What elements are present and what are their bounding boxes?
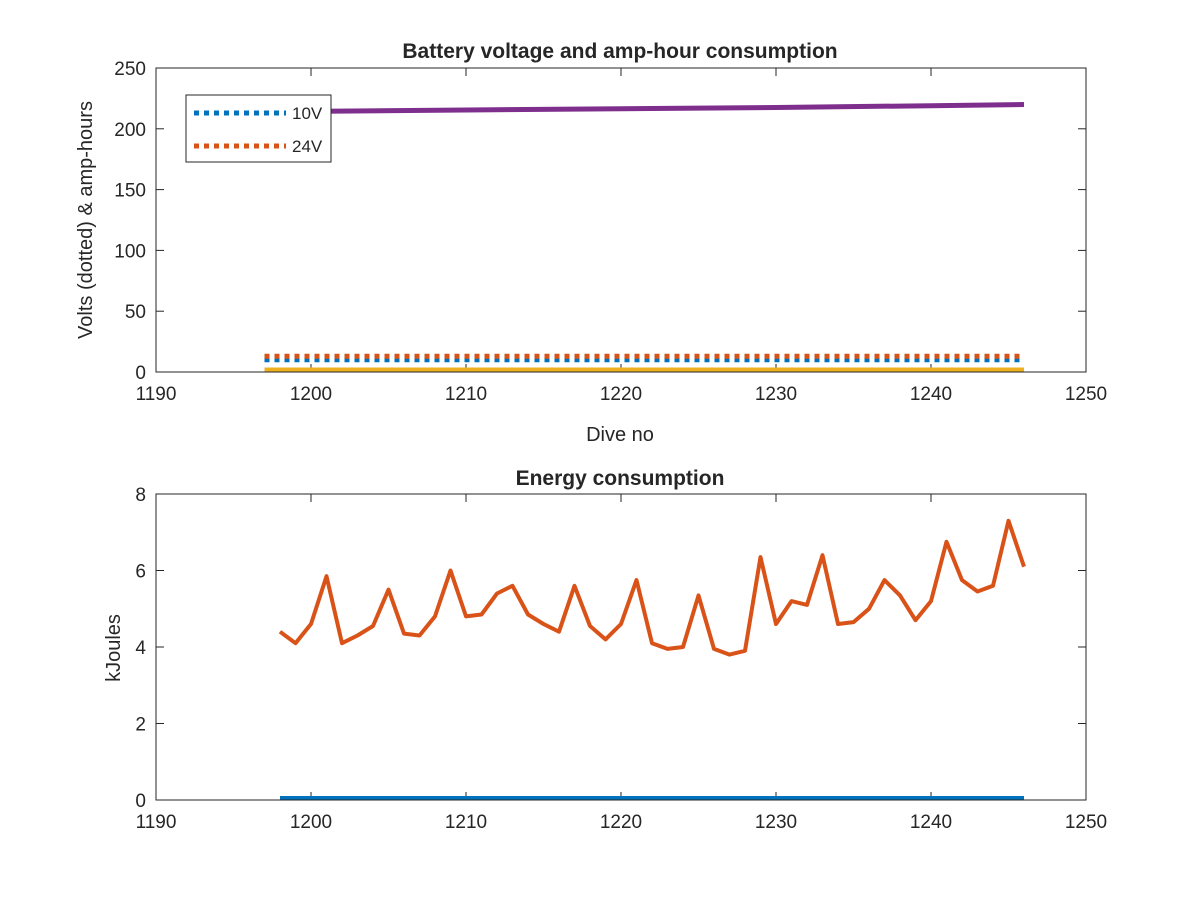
energy-axes-box	[155, 493, 1087, 801]
energy-x-tick-label: 1210	[445, 812, 487, 833]
battery-y-tick-label: 100	[114, 241, 146, 262]
battery-legend: 10V 24V	[185, 94, 332, 163]
energy-x-tick-label: 1200	[290, 812, 332, 833]
battery-y-axis-label: Volts (dotted) & amp-hours	[75, 101, 97, 339]
battery-x-tick-label: 1250	[1065, 384, 1107, 405]
battery-x-tick-label: 1220	[600, 384, 642, 405]
battery-x-tick-label: 1240	[910, 384, 952, 405]
battery-y-tick-label: 200	[114, 120, 146, 141]
battery-series-lines	[264, 102, 1025, 373]
legend-label-10v: 10V	[292, 104, 323, 123]
energy-y-tick-label: 6	[135, 562, 146, 583]
battery-series-line-3	[264, 102, 1025, 115]
energy-y-tick-label: 0	[135, 791, 146, 812]
battery-axes-box	[155, 67, 1087, 373]
energy-subplot: Energy consumption kJoules 1190 1200 1210 1…	[103, 467, 1107, 833]
energy-series-line-1	[278, 518, 1026, 657]
battery-chart-title: Battery voltage and amp-hour consumption	[402, 40, 837, 63]
energy-x-tick-label: 1250	[1065, 812, 1107, 833]
energy-y-axis-label: kJoules	[103, 614, 125, 682]
battery-subplot: Battery voltage and amp-hour consumption…	[75, 40, 1107, 446]
energy-x-tick-label: 1220	[600, 812, 642, 833]
battery-axis-ticks: 1190 1200 1210 1220 1230 1240 1250 0 50 100 150 200…	[114, 59, 1107, 405]
legend-box	[185, 94, 332, 163]
battery-y-tick-label: 50	[125, 302, 146, 323]
energy-axis-ticks: 1190 1200 1210 1220 1230 1240 1250 0 2 4 6 8	[135, 485, 1107, 833]
battery-y-tick-label: 250	[114, 59, 146, 80]
energy-series-lines	[278, 518, 1026, 800]
battery-y-tick-label: 150	[114, 181, 146, 202]
energy-chart-title: Energy consumption	[516, 467, 725, 490]
battery-x-tick-label: 1190	[136, 384, 177, 405]
energy-y-tick-label: 4	[135, 638, 146, 659]
energy-y-tick-label: 8	[135, 485, 146, 506]
battery-y-tick-label: 0	[135, 363, 146, 384]
energy-x-tick-label: 1240	[910, 812, 952, 833]
battery-x-tick-label: 1200	[290, 384, 332, 405]
energy-y-tick-label: 2	[135, 715, 146, 736]
battery-x-axis-label: Dive no	[586, 424, 654, 446]
energy-x-tick-label: 1190	[136, 812, 177, 833]
battery-x-tick-label: 1230	[755, 384, 797, 405]
battery-x-tick-label: 1210	[445, 384, 487, 405]
energy-x-tick-label: 1230	[755, 812, 797, 833]
legend-label-24v: 24V	[292, 137, 323, 156]
